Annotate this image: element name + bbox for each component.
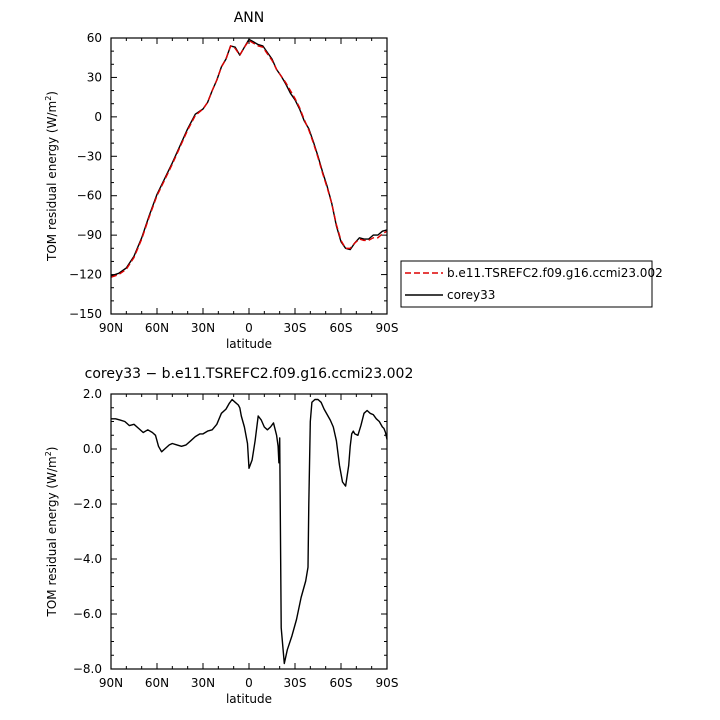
x-tick-label: 30N (191, 676, 215, 690)
y-tick-label: 30 (87, 70, 102, 84)
x-tick-label: 60N (145, 676, 169, 690)
legend-label-0: b.e11.TSREFC2.f09.g16.ccmi23.002 (447, 266, 663, 280)
x-tick-label: 30S (284, 321, 307, 335)
y-axis-label-close: ) (45, 91, 59, 96)
x-tick-label: 60S (330, 321, 353, 335)
x-tick-label: 30S (284, 676, 307, 690)
legend-box (400, 260, 653, 308)
y-tick-label: 0.0 (83, 442, 102, 456)
y-tick-label: −30 (77, 149, 102, 163)
x-tick-label: 90N (99, 676, 123, 690)
x-tick-label: 0 (245, 676, 253, 690)
x-tick-label: 90S (376, 321, 399, 335)
y-axis-label-main: TOM residual energy (W/m (45, 101, 59, 262)
y-tick-label: −120 (69, 268, 102, 282)
y-axis-label: TOM residual energy (W/m2) (44, 447, 59, 618)
y-tick-label: −90 (77, 228, 102, 242)
x-tick-label: 90S (376, 676, 399, 690)
y-axis-label-main: TOM residual energy (W/m (45, 456, 59, 617)
y-tick-label: −150 (69, 307, 102, 321)
y-tick-label: −2.0 (73, 497, 102, 511)
y-tick-label: −60 (77, 189, 102, 203)
x-tick-label: 60S (330, 676, 353, 690)
plot-frame (110, 393, 388, 670)
y-axis-label-close: ) (45, 447, 59, 452)
y-tick-label: −8.0 (73, 662, 102, 676)
y-tick-label: −4.0 (73, 552, 102, 566)
series-line-0 (111, 398, 388, 665)
series-line-1 (110, 38, 388, 277)
legend: b.e11.TSREFC2.f09.g16.ccmi23.002 corey33 (400, 260, 663, 308)
legend-label-1: corey33 (447, 288, 495, 302)
chart-title: ANN (234, 10, 265, 26)
series-line-0 (110, 39, 388, 278)
chart-bottom: corey33 − b.e11.TSREFC2.f09.g16.ccmi23.0… (44, 366, 413, 706)
y-axis-label-superscript: 2 (44, 96, 53, 101)
x-axis-label: latitude (226, 337, 272, 351)
x-tick-label: 0 (245, 321, 253, 335)
chart-top: ANN 90N 60N 30N 0 30S 60S 90S −150 −120 −90 −60 −30 0… (44, 10, 398, 351)
y-axis-label-superscript: 2 (44, 451, 53, 456)
x-axis-label: latitude (226, 692, 272, 706)
chart-title: corey33 − b.e11.TSREFC2.f09.g16.ccmi23.0… (85, 366, 414, 382)
x-tick-label: 30N (191, 321, 215, 335)
y-axis-label: TOM residual energy (W/m2) (44, 91, 59, 262)
x-tick-label: 60N (145, 321, 169, 335)
y-tick-label: 60 (87, 31, 102, 45)
y-tick-label: 2.0 (83, 387, 102, 401)
y-tick-label: −6.0 (73, 607, 102, 621)
y-tick-label: 0 (94, 110, 102, 124)
plot-frame (110, 37, 388, 315)
x-tick-label: 90N (99, 321, 123, 335)
